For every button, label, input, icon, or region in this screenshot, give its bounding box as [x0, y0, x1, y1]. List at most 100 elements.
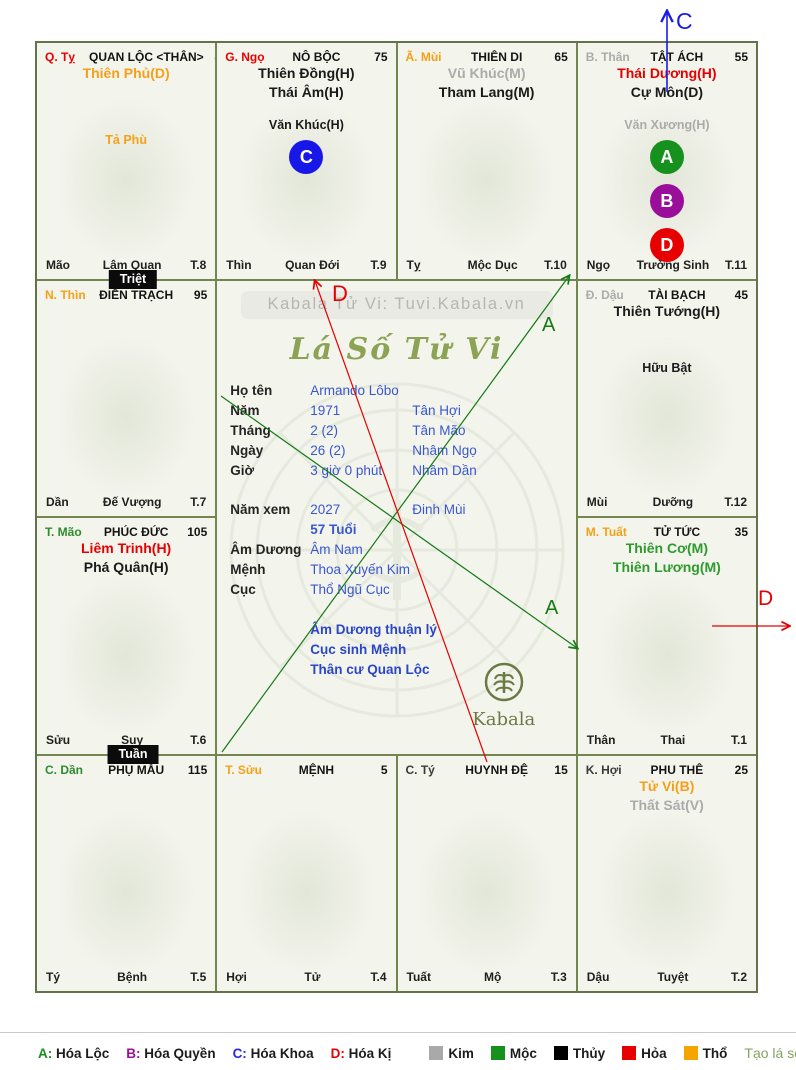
- element-label: Thổ: [702, 1045, 728, 1061]
- stem-branch-label: C. Tý: [405, 762, 435, 777]
- zodiac-rat-watermark: [418, 812, 555, 973]
- palace-footer: Tuất Mộ T.3: [407, 970, 567, 984]
- footer-stage: Đế Vượng: [102, 495, 162, 509]
- stem-branch-label: B. Thân: [585, 50, 630, 64]
- palace-footer: Thìn Quan Đới T.9: [226, 258, 386, 272]
- legend-hoa-quyen: B: Hóa Quyền: [126, 1046, 215, 1061]
- legend-label: Hóa Quyền: [144, 1045, 216, 1061]
- major-star: Thiên Phủ(D): [82, 65, 170, 81]
- palace-phu-the: K. Hợi PHU THÊ 25 Tử Vi(B) Thất Sát(V) D…: [577, 755, 756, 991]
- palace-score: 85: [204, 50, 215, 64]
- palace-header: M. Tuất TỬ TỨC 35: [578, 518, 756, 539]
- palace-name: TẬT ÁCH: [650, 50, 704, 64]
- palace-footer: Dậu Tuyệt T.2: [587, 970, 747, 984]
- major-star: Tham Lang(M): [438, 84, 535, 100]
- stem-branch-label: G. Ngọ: [225, 50, 265, 64]
- palace-score: 65: [554, 50, 568, 64]
- footer-cycle: T.11: [724, 257, 747, 272]
- palace-dien-trach: N. Thìn ĐIỀN TRẠCH 95 Dần Đế Vượng T.7: [37, 280, 216, 516]
- palace-name: MỆNH: [298, 762, 335, 777]
- major-star: Vũ Khúc(M): [447, 65, 526, 81]
- palace-menh: T. Sửu MỆNH 5 Hợi Tử T.4: [217, 755, 396, 991]
- major-star: Cự Môn(D): [630, 84, 704, 100]
- watermark-text: Kabala Tử Vi: Tuvi.Kabala.vn: [267, 295, 526, 313]
- footer-stage: Quan Đới: [285, 257, 340, 272]
- zodiac-rooster-watermark: [599, 337, 735, 498]
- palace-score: 45: [734, 287, 748, 302]
- info-row-am-duong: Âm Dương Âm Nam: [230, 541, 363, 557]
- palace-name: ĐIỀN TRẠCH: [99, 287, 174, 302]
- palace-footer: Ngọ Trường Sinh T.11: [587, 258, 747, 272]
- transform-circles: A B D: [578, 140, 756, 262]
- stem-branch-label: T. Mão: [45, 525, 82, 539]
- info-row-age: 57 Tuổi: [310, 521, 357, 537]
- zodiac-dog-watermark: [599, 574, 735, 735]
- palace-footer: Mão Lâm Quan T.8: [46, 258, 206, 272]
- element-thuy: Thủy: [553, 1045, 606, 1061]
- major-star: Thiên Cơ(M): [625, 540, 709, 556]
- major-star: Thái Âm(H): [269, 84, 344, 100]
- legend-letter-a: A:: [38, 1045, 53, 1061]
- palace-header: T. Sửu MỆNH 5: [217, 756, 395, 777]
- legend-label: Hóa Lộc: [56, 1045, 110, 1061]
- palace-name: HUYNH ĐỆ: [465, 762, 528, 777]
- hoa-swatch-icon: [622, 1046, 637, 1060]
- minor-star: Tả Phù: [105, 133, 147, 147]
- major-star: Thiên Đồng(H): [258, 65, 355, 81]
- palace-tu-tuc: M. Tuất TỬ TỨC 35 Thiên Cơ(M) Thiên Lươn…: [577, 518, 756, 754]
- footer-branch: Tuất: [406, 970, 431, 984]
- site-credit-link[interactable]: Tạo lá số: Tuvi.Kabala.vn: [744, 1045, 796, 1061]
- stem-branch-label: N. Thìn: [45, 287, 86, 302]
- palace-tat-ach: B. Thân TẬT ÁCH 55 Thái Dương(H) Cự Môn(…: [577, 43, 756, 279]
- palace-phuc-duc: T. Mão PHÚC ĐỨC 105 Liêm Trinh(H) Phá Qu…: [37, 518, 216, 754]
- stem-branch-label: K. Hợi: [585, 762, 622, 777]
- palace-header: N. Thìn ĐIỀN TRẠCH 95: [37, 281, 215, 302]
- footer-branch: Thìn: [226, 257, 252, 272]
- major-star: Thái Dương(H): [617, 65, 717, 81]
- legend-letter-d: D:: [330, 1045, 345, 1061]
- footer-branch: Sửu: [46, 732, 71, 747]
- palace-score: 25: [734, 762, 748, 777]
- footer-stage: Dưỡng: [652, 495, 694, 509]
- stem-branch-label: C. Dần: [45, 762, 84, 777]
- element-kim: Kim: [429, 1046, 474, 1061]
- footer-stage: Mộc Dục: [467, 257, 518, 272]
- element-label: Thủy: [572, 1045, 606, 1061]
- legend-hoa-ki: D: Hóa Kị: [331, 1046, 392, 1061]
- legend-hoa-loc: A: Hóa Lộc: [38, 1046, 109, 1061]
- kabala-logo-text: Kabala: [472, 708, 536, 730]
- footer-stage: Tuyệt: [657, 970, 689, 984]
- zodiac-tiger-watermark: [58, 812, 194, 973]
- footer-branch: Tý: [46, 970, 61, 984]
- palace-score: 105: [187, 525, 208, 539]
- info-row-hour: Giờ 3 giờ 0 phút Nhâm Dần: [230, 462, 477, 478]
- element-hoa: Hỏa: [622, 1046, 667, 1061]
- palace-header: T. Mão PHÚC ĐỨC 105: [37, 518, 215, 539]
- footer-branch: Dần: [46, 495, 69, 509]
- legend-letter-b: B:: [126, 1045, 141, 1061]
- legend-letter-c: C:: [232, 1045, 247, 1061]
- legend-bar: A: Hóa Lộc B: Hóa Quyền C: Hóa Khoa D: H…: [38, 1041, 796, 1065]
- palace-score: 95: [193, 287, 208, 302]
- element-tho: Thổ: [683, 1045, 728, 1061]
- palace-score: 115: [187, 762, 208, 777]
- chart-title: Lá Số Tử Vi: [289, 331, 504, 367]
- major-star: Thất Sát(V): [629, 796, 704, 813]
- footer-cycle: T.2: [730, 970, 747, 984]
- element-label: Mộc: [509, 1045, 537, 1061]
- info-row-month: Tháng 2 (2) Tân Mão: [230, 422, 466, 438]
- palace-footer: Dần Đế Vượng T.7: [46, 495, 206, 509]
- palace-score: 15: [554, 762, 568, 777]
- palace-tai-bach: Đ. Dậu TÀI BẠCH 45 Thiên Tướng(H) Hữu Bậ…: [577, 280, 756, 516]
- note-line: Âm Dương thuận lý: [310, 621, 437, 637]
- legend-label: Hóa Khoa: [250, 1045, 314, 1061]
- info-row-year: Năm 1971 Tân Hợi: [230, 402, 461, 418]
- palace-header: Ã. Mùi THIÊN DI 65: [398, 43, 576, 64]
- major-star: Tử Vi(B): [639, 777, 695, 794]
- palace-footer: Thân Thai T.1: [587, 733, 747, 747]
- element-moc: Mộc: [490, 1045, 537, 1061]
- footer-stage: Lâm Quan: [102, 257, 162, 272]
- palace-quan-loc: Q. Tỵ QUAN LỘC <THÂN> 85 Thiên Phủ(D) Tả…: [37, 43, 216, 279]
- info-row-name: Họ tên Armando Lôbo: [230, 382, 399, 398]
- palace-name: PHỤ MẪU: [108, 762, 165, 777]
